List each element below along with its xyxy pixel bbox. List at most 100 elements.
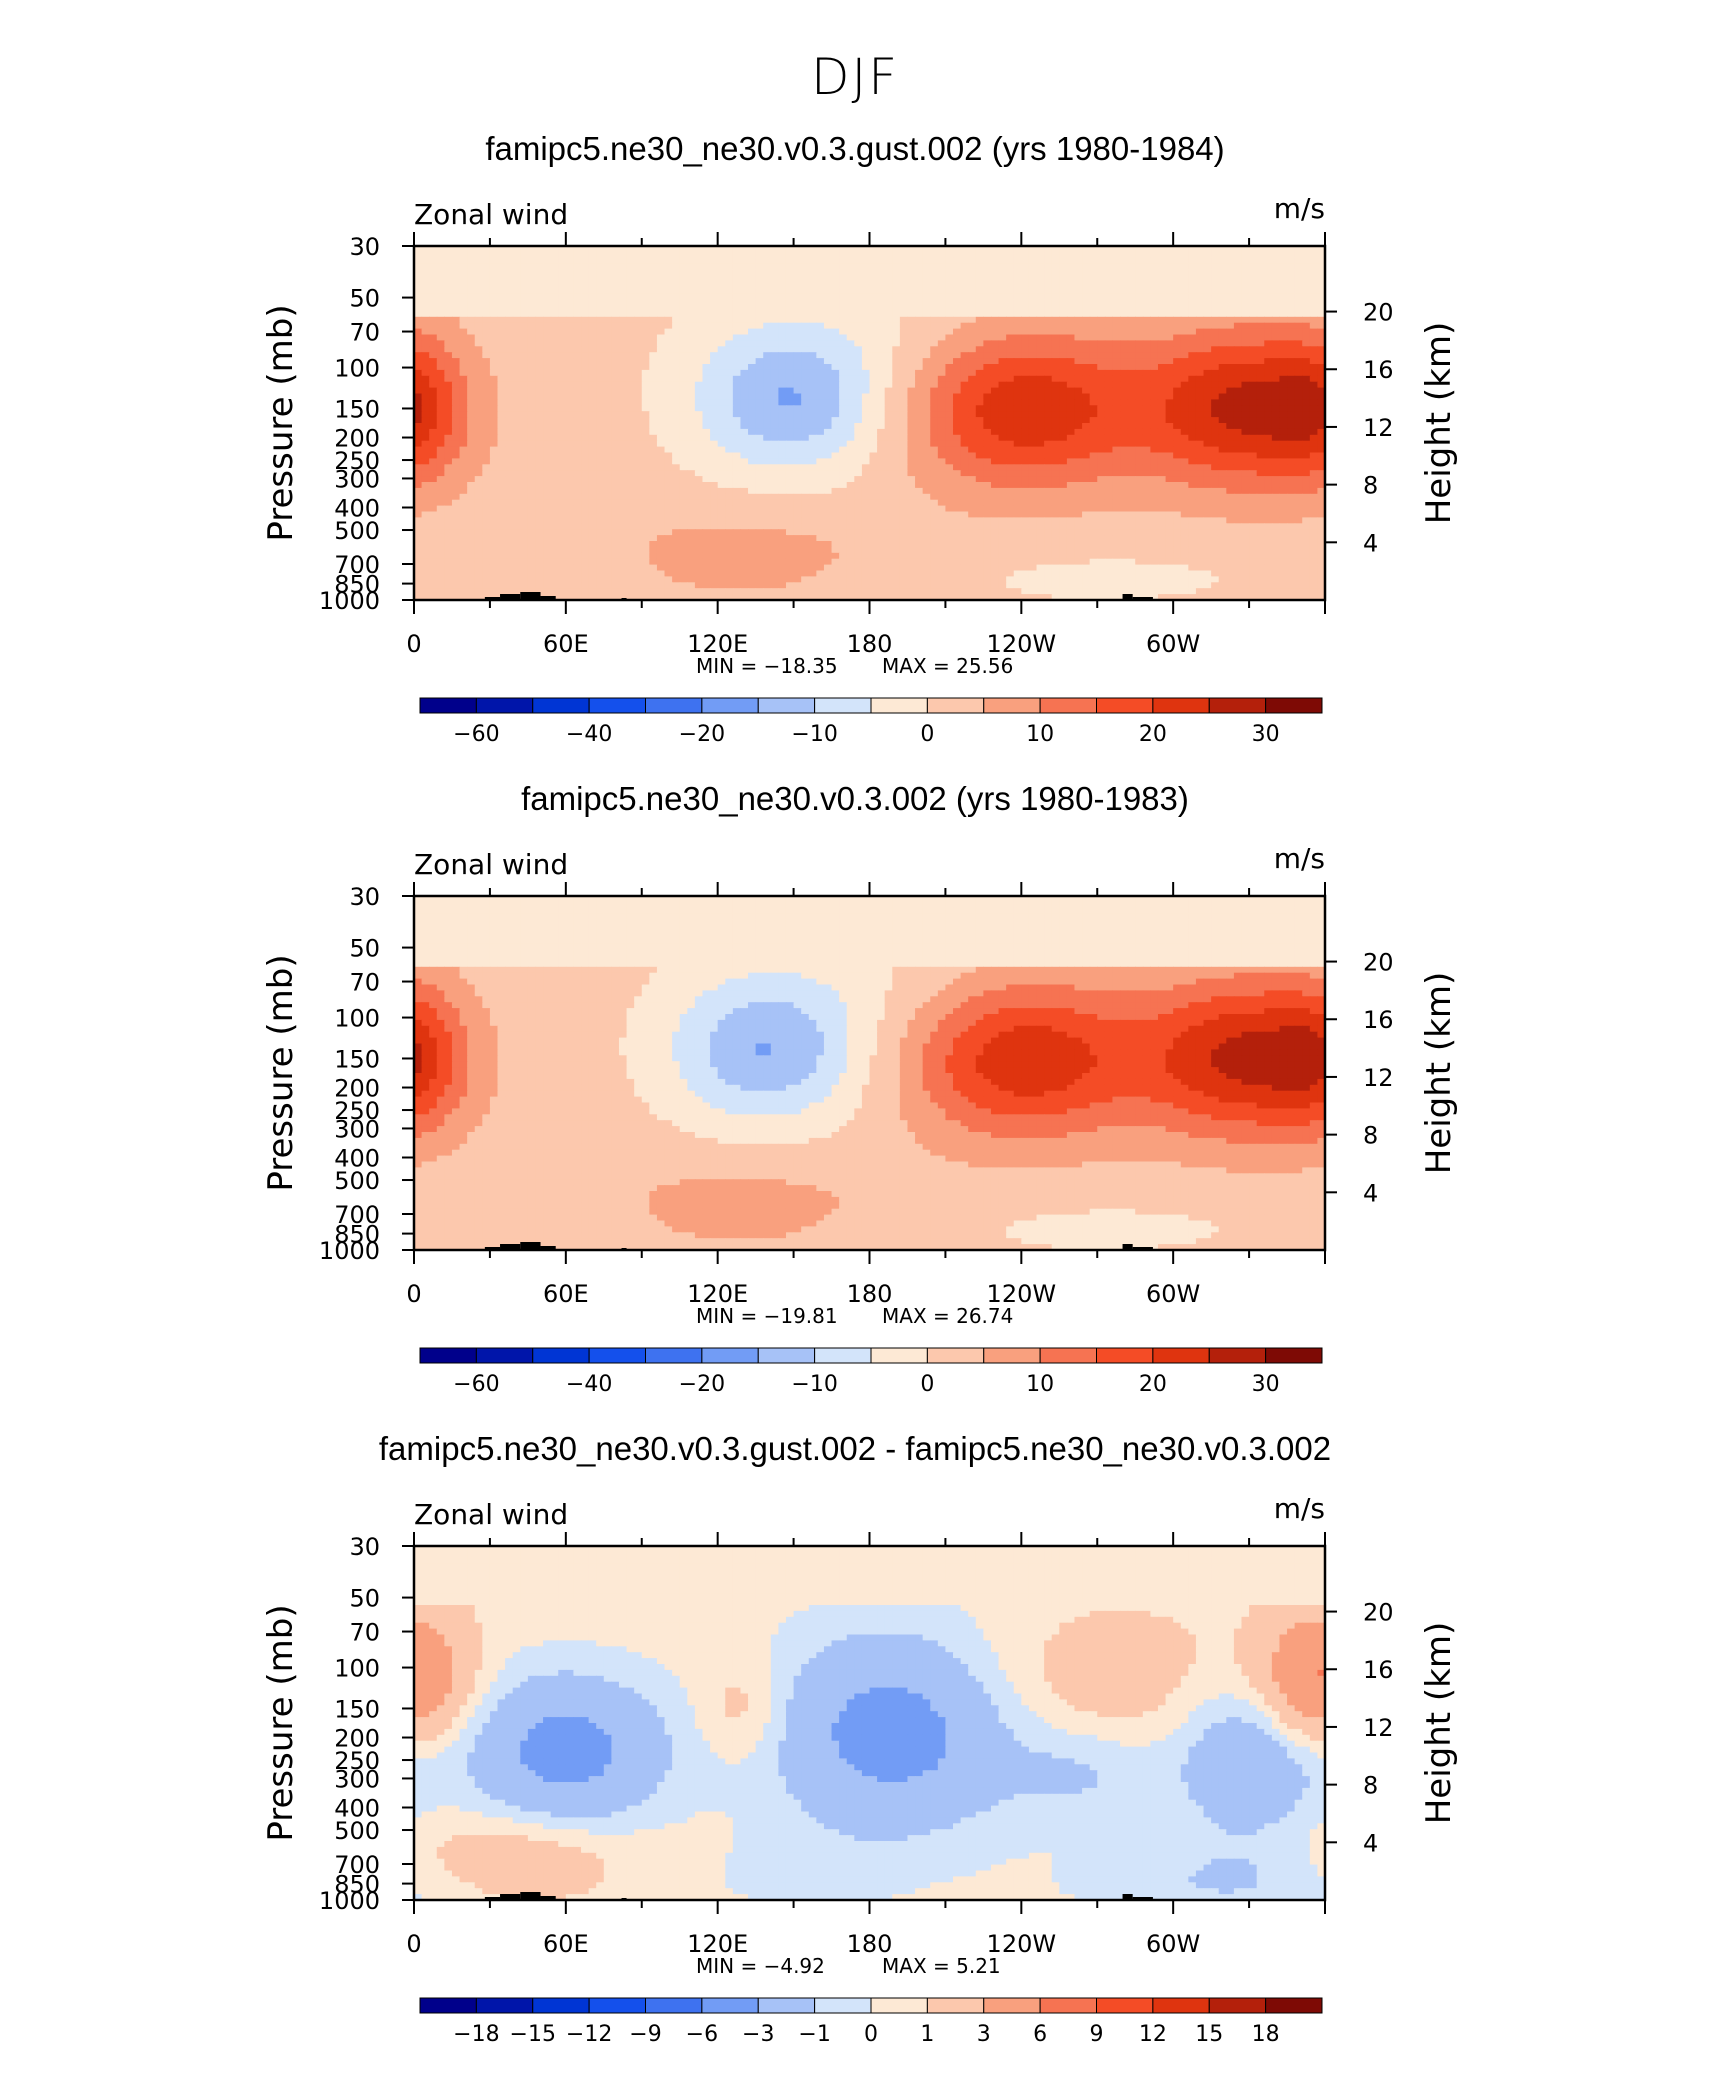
field-cell	[527, 328, 537, 336]
field-cell	[474, 428, 483, 436]
field-cell	[839, 293, 848, 300]
field-cell	[710, 328, 719, 336]
field-cell	[732, 269, 742, 277]
field-cell	[618, 417, 628, 424]
field-cell	[899, 440, 909, 448]
field-cell	[763, 423, 772, 430]
field-cell	[1157, 246, 1167, 253]
field-cell	[1051, 434, 1060, 442]
field-cell	[953, 393, 962, 400]
field-cell	[535, 358, 544, 365]
field-cell	[1249, 423, 1258, 430]
field-cell	[1302, 393, 1311, 400]
field-cell	[436, 411, 445, 418]
field-cell	[1150, 411, 1159, 418]
field-cell	[1006, 358, 1015, 365]
field-cell	[755, 310, 764, 318]
field-cell	[710, 434, 719, 442]
field-cell	[672, 428, 681, 436]
field-cell	[1203, 269, 1212, 277]
field-cell	[915, 310, 924, 318]
field-cell	[664, 322, 673, 330]
field-cell	[808, 281, 817, 288]
field-cell	[596, 393, 605, 400]
field-cell	[1309, 246, 1319, 253]
field-cell	[565, 275, 575, 282]
field-cell	[990, 263, 1000, 271]
field-cell	[626, 452, 635, 459]
field-cell	[854, 269, 863, 277]
field-cell	[1195, 428, 1205, 436]
field-cell	[1249, 405, 1258, 412]
field-cell	[960, 423, 969, 430]
field-cell	[489, 322, 499, 330]
field-cell	[937, 346, 947, 353]
field-cell	[877, 364, 886, 371]
field-cell	[1028, 334, 1038, 341]
field-cell	[1104, 334, 1114, 341]
field-cell	[710, 387, 719, 395]
field-cell	[1082, 375, 1091, 383]
field-cell	[1044, 293, 1053, 300]
field-cell	[785, 340, 795, 347]
field-cell	[588, 352, 597, 359]
field-cell	[611, 257, 620, 265]
field-cell	[968, 428, 977, 436]
field-cell	[1157, 369, 1167, 377]
field-cell	[1271, 340, 1281, 347]
field-cell	[1135, 364, 1144, 371]
field-cell	[748, 399, 757, 406]
field-cell	[1241, 246, 1250, 253]
field-cell	[641, 281, 650, 288]
field-cell	[854, 263, 863, 271]
field-cell	[649, 470, 658, 477]
field-cell	[1051, 446, 1060, 454]
field-cell	[451, 440, 461, 448]
field-cell	[831, 322, 840, 330]
field-cell	[1271, 417, 1281, 424]
field-cell	[930, 423, 939, 430]
field-cell	[869, 375, 878, 383]
field-cell	[899, 369, 909, 377]
field-cell	[474, 263, 483, 271]
field-cell	[1059, 246, 1068, 253]
field-cell	[1195, 405, 1205, 412]
field-cell	[846, 375, 855, 383]
field-cell	[1112, 405, 1121, 412]
field-cell	[641, 487, 650, 495]
field-cell	[778, 299, 787, 306]
field-cell	[1302, 299, 1311, 306]
field-cell	[459, 346, 468, 353]
field-cell	[1089, 458, 1098, 465]
field-cell	[588, 476, 597, 483]
field-cell	[641, 411, 650, 418]
field-cell	[1013, 428, 1022, 436]
field-cell	[922, 428, 931, 436]
field-cell	[960, 428, 969, 436]
field-cell	[801, 387, 810, 395]
field-cell	[801, 263, 810, 271]
field-cell	[1082, 434, 1091, 442]
field-cell	[694, 405, 704, 412]
field-cell	[1021, 387, 1030, 395]
field-cell	[892, 369, 901, 377]
field-cell	[1294, 287, 1303, 294]
field-cell	[497, 346, 506, 353]
field-cell	[1279, 387, 1288, 395]
field-cell	[945, 434, 954, 442]
field-cell	[953, 352, 962, 359]
field-cell	[489, 281, 499, 288]
field-cell	[1256, 334, 1265, 341]
field-cell	[1036, 476, 1045, 483]
field-cell	[892, 417, 901, 424]
field-cell	[535, 470, 544, 477]
field-cell	[603, 328, 612, 336]
field-cell	[922, 310, 931, 318]
field-cell	[846, 352, 855, 359]
field-cell	[603, 310, 612, 318]
field-cell	[1249, 399, 1258, 406]
field-cell	[710, 405, 719, 412]
field-cell	[854, 428, 863, 436]
field-cell	[581, 346, 590, 353]
field-cell	[512, 487, 521, 495]
